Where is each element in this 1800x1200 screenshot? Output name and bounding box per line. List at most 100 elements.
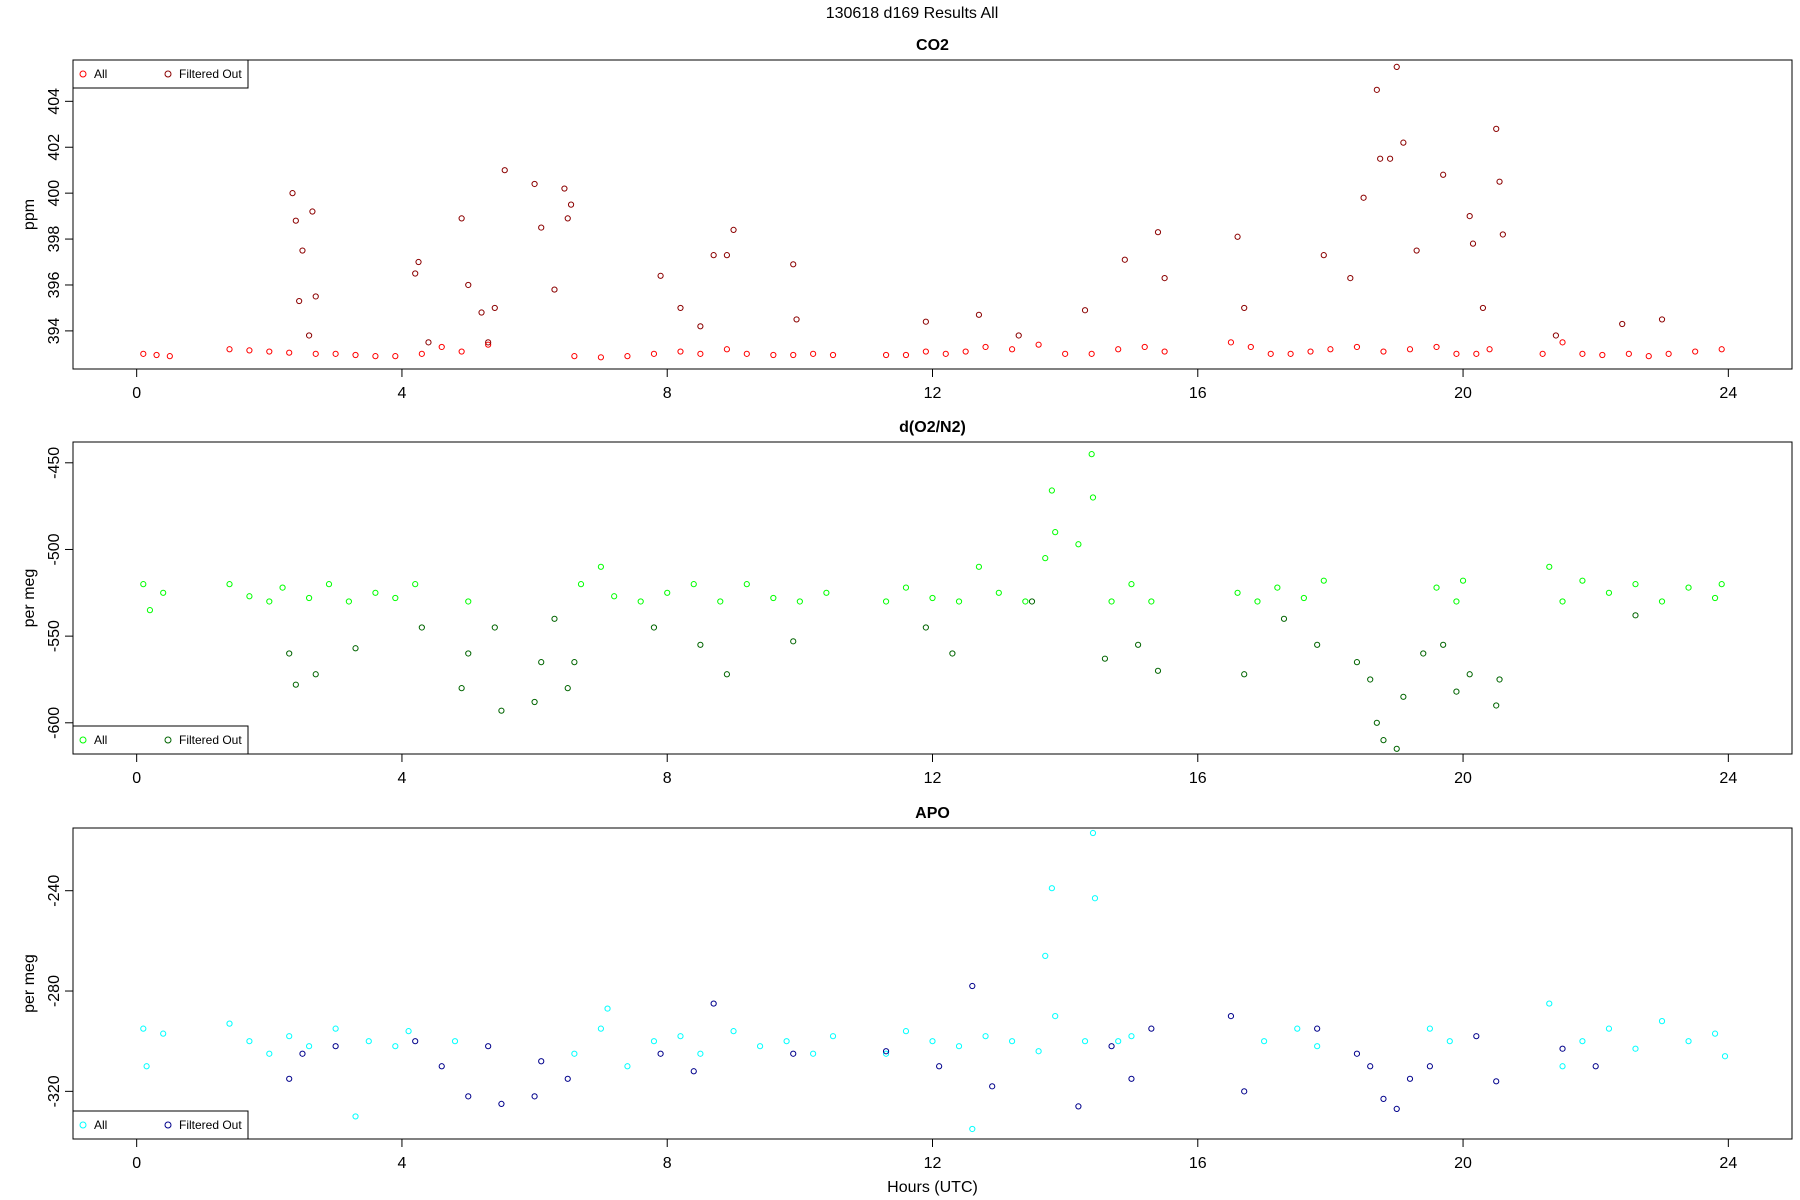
point	[465, 598, 472, 605]
point	[538, 1058, 545, 1065]
point	[1493, 1078, 1500, 1085]
point	[531, 180, 538, 188]
point	[140, 350, 147, 357]
point	[246, 347, 253, 354]
point	[1088, 350, 1095, 357]
point	[286, 349, 293, 356]
point	[538, 224, 545, 231]
point	[1241, 1088, 1248, 1095]
point	[1227, 339, 1235, 346]
point	[1718, 346, 1725, 353]
point	[611, 593, 618, 600]
point	[531, 698, 538, 706]
point	[1406, 1075, 1414, 1082]
point	[1632, 581, 1639, 588]
point	[1128, 581, 1135, 588]
point	[982, 343, 989, 351]
point	[922, 318, 929, 325]
point	[1048, 885, 1055, 892]
panel-title: d(O2/N2)	[899, 419, 966, 436]
point	[1154, 229, 1162, 236]
point	[929, 1038, 936, 1045]
point	[286, 1033, 293, 1040]
point	[332, 1043, 339, 1050]
point	[1453, 598, 1460, 605]
point	[882, 351, 890, 359]
point	[1089, 829, 1097, 837]
point	[571, 353, 578, 360]
point	[1141, 343, 1148, 351]
point	[1496, 676, 1503, 683]
point	[1115, 346, 1122, 353]
point	[756, 1043, 764, 1050]
x-tick-label: 8	[663, 770, 672, 787]
legend-swatch	[164, 70, 172, 78]
point	[882, 1048, 890, 1055]
x-tick-label: 16	[1189, 770, 1207, 787]
point	[697, 1050, 704, 1057]
point	[1393, 1105, 1400, 1113]
point	[1645, 353, 1652, 360]
point	[955, 1043, 963, 1050]
point	[1579, 350, 1586, 357]
point	[723, 346, 731, 353]
point	[1658, 316, 1666, 323]
point	[730, 226, 737, 233]
x-tick-label: 4	[397, 385, 406, 402]
point	[1496, 178, 1503, 185]
figure-title: 130618 d169 Results All	[826, 5, 999, 22]
point	[1260, 1038, 1268, 1045]
point	[1048, 487, 1055, 494]
legend-swatch	[79, 70, 87, 78]
y-tick-label: -500	[46, 533, 63, 565]
point	[501, 167, 508, 174]
x-tick-label: 8	[663, 1155, 672, 1172]
point	[995, 589, 1002, 596]
point	[597, 354, 605, 361]
point	[392, 1043, 399, 1050]
point	[677, 304, 684, 312]
point	[485, 341, 492, 348]
point	[1015, 332, 1022, 339]
point	[1377, 155, 1384, 162]
point	[1632, 612, 1639, 619]
point	[743, 350, 750, 357]
point	[392, 353, 399, 360]
point	[458, 348, 465, 355]
point	[1062, 350, 1069, 357]
legend-box	[72, 725, 249, 755]
point	[1108, 1043, 1115, 1050]
point	[299, 247, 306, 254]
legend-label: All	[94, 67, 107, 81]
point	[1022, 598, 1029, 605]
point	[279, 584, 286, 591]
x-tick-label: 8	[663, 385, 672, 402]
point	[1493, 702, 1500, 709]
point	[1459, 577, 1467, 584]
point	[352, 1113, 359, 1120]
point	[955, 598, 963, 605]
point	[1658, 598, 1666, 605]
point	[1101, 655, 1109, 662]
x-tick-label: 12	[924, 770, 942, 787]
point	[823, 589, 830, 596]
x-tick-label: 24	[1719, 1155, 1737, 1172]
point	[478, 309, 485, 316]
point	[1367, 1063, 1374, 1070]
point	[730, 1028, 737, 1035]
point	[723, 671, 731, 678]
point	[1426, 1063, 1433, 1070]
point	[929, 594, 936, 602]
point	[1479, 304, 1487, 312]
point	[160, 1030, 167, 1037]
y-tick-label: 404	[46, 88, 63, 115]
point	[936, 1063, 943, 1070]
point	[1121, 256, 1128, 263]
point	[650, 350, 658, 357]
point	[1493, 125, 1500, 132]
y-axis-label: per meg	[21, 569, 38, 628]
point	[1393, 63, 1400, 70]
point	[1440, 641, 1447, 648]
point	[790, 261, 797, 268]
point	[491, 304, 498, 312]
